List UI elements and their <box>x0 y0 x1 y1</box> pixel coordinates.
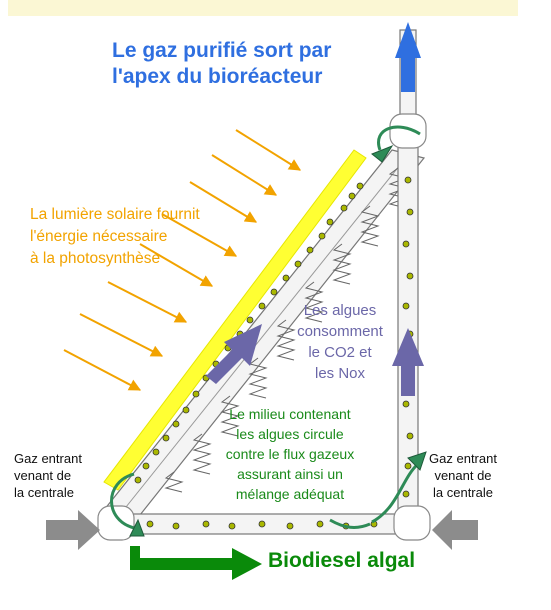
circulation-arrow-right <box>371 462 420 524</box>
gas-inlet-arrow-left <box>46 510 100 550</box>
algae-flow-arrow-vertical <box>392 328 424 396</box>
circulation-arrows <box>110 125 421 530</box>
apex-joint <box>389 113 427 149</box>
sun-ray <box>79 313 164 357</box>
sun-ray <box>139 243 214 287</box>
left-bottom-joint <box>97 505 135 541</box>
sun-ray <box>63 349 142 391</box>
solar-panel <box>103 149 367 491</box>
biodiesel-label: Biodiesel algal <box>268 549 416 572</box>
gas-inlet-arrow-right <box>432 510 478 550</box>
gas-outlet-arrow <box>395 22 421 92</box>
top-band <box>8 0 518 16</box>
sun-ray <box>107 281 188 323</box>
sunlight-rays <box>63 129 302 391</box>
circulation-arrow-left <box>110 472 135 530</box>
sun-ray <box>235 129 302 171</box>
sun-ray <box>211 154 278 196</box>
sun-ray <box>189 181 258 223</box>
circulation-arrow-heads <box>129 144 427 537</box>
gas-inlet-left-label: Gaz entrant venant de la centrale <box>14 451 82 500</box>
sun-ray <box>161 213 238 257</box>
page-title: Le gaz purifié sort par l'apex du bioréa… <box>112 39 332 88</box>
gas-inlet-right-label: Gaz entrant venant de la centrale <box>429 451 497 500</box>
medium-description: Le milieu contenant les algues circule c… <box>225 406 355 502</box>
sunlight-description: La lumière solaire fournit l'énergie néc… <box>30 206 200 267</box>
algae-flow-arrow-diagonal <box>206 324 262 384</box>
diagonal-tube-inner-edge <box>121 159 405 513</box>
circulation-arrow-apex <box>377 125 421 151</box>
right-bottom-joint <box>393 505 431 541</box>
circulation-arrow-bottom <box>329 518 371 529</box>
biodiesel-output-arrow <box>130 546 262 580</box>
algae-description: Les algues consomment le CO2 et les Nox <box>297 302 383 382</box>
